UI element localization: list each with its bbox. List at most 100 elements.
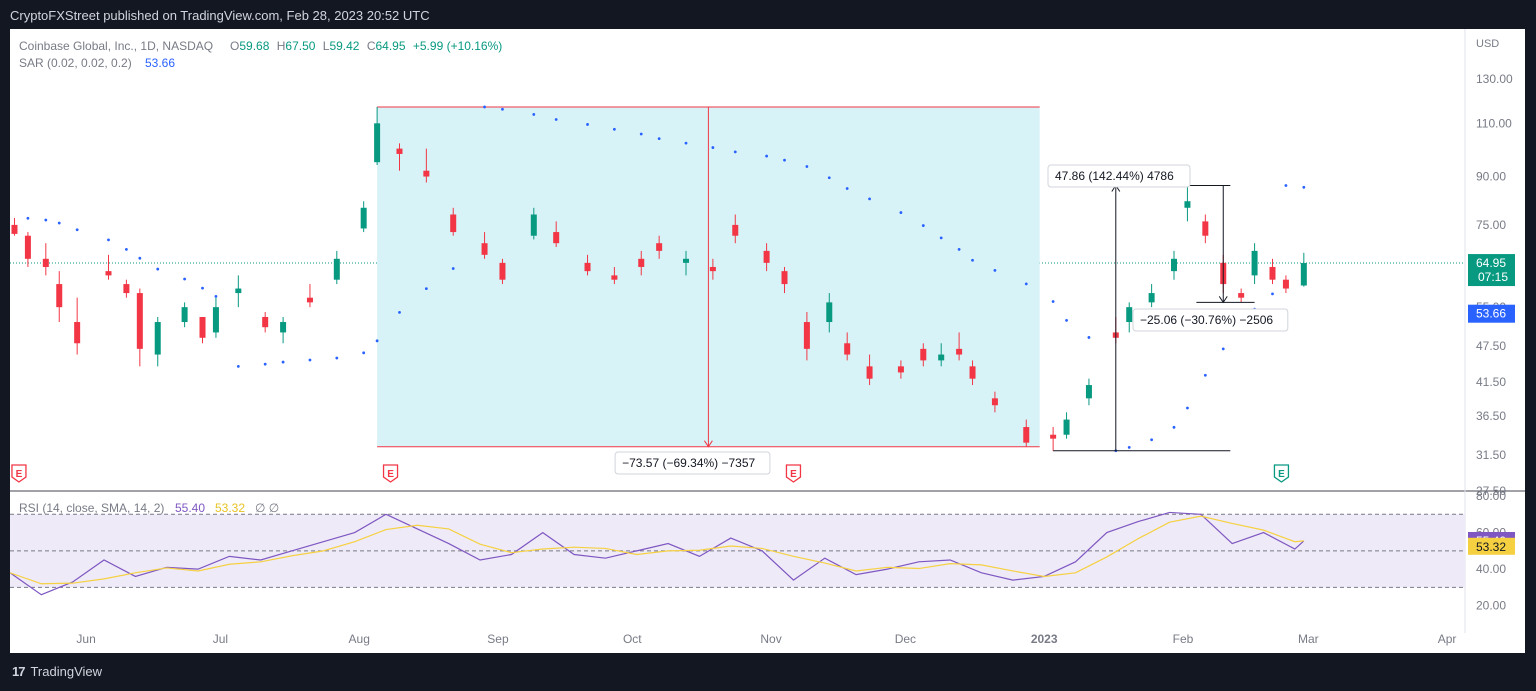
- currency-label: USD: [1476, 38, 1499, 50]
- earnings-marker-icon: [1273, 464, 1290, 483]
- sar-dot: [1186, 406, 1189, 410]
- candle-body: [450, 214, 457, 233]
- price-tick-label: 110.00: [1476, 116, 1512, 130]
- rsi-tick-label: 40.00: [1476, 562, 1506, 576]
- sar-dot: [1203, 373, 1207, 377]
- price-tick-label: 36.50: [1476, 409, 1506, 423]
- price-tick-label: 27.50: [1476, 484, 1506, 498]
- last-price-value: 64.95: [1476, 256, 1506, 270]
- candle-body: [969, 366, 976, 379]
- candle-body: [553, 232, 560, 244]
- legend-c-label: C: [367, 39, 376, 53]
- time-tick-label: Nov: [760, 632, 781, 646]
- candle-body: [844, 343, 851, 355]
- sar-dot: [451, 267, 455, 270]
- candle-body: [74, 322, 81, 344]
- annotation-layer: −73.57 (−69.34%) −7357 47.86 (142.44%) 47…: [11, 164, 1290, 483]
- candle-body: [1148, 293, 1155, 303]
- sar-dot: [483, 105, 486, 109]
- earnings-marker-icon: [785, 464, 802, 483]
- sar-price-tag: [1468, 304, 1515, 323]
- sar-dot: [783, 158, 786, 162]
- range-down-label-bg: [1132, 308, 1289, 332]
- candle-body: [991, 398, 998, 406]
- sar-dot: [424, 287, 428, 291]
- candle-body: [306, 297, 313, 303]
- candle-body: [1300, 263, 1307, 286]
- sar-dot: [501, 107, 504, 111]
- sar-dot: [281, 360, 285, 364]
- time-tick-label: Feb: [1173, 632, 1194, 646]
- candle-body: [781, 271, 788, 285]
- range-big-label: −73.57 (−69.34%) −7357: [622, 456, 755, 470]
- price-tick-label: 47.50: [1476, 339, 1506, 353]
- candle-body: [42, 258, 49, 267]
- time-tick-label: Jul: [213, 632, 228, 646]
- sar-dot: [532, 113, 536, 116]
- candles-layer: [11, 106, 1307, 451]
- sar-dot: [684, 141, 688, 145]
- candle-body: [638, 258, 645, 267]
- legend-o-label: O: [230, 39, 239, 53]
- sar-dot: [1127, 445, 1131, 449]
- candle-body: [1171, 258, 1177, 272]
- sar-dot: [308, 358, 312, 362]
- sar-dot: [1150, 438, 1154, 442]
- sar-dot: [657, 137, 661, 141]
- legend-h-label: H: [277, 39, 286, 53]
- time-tick-label: Dec: [895, 632, 916, 646]
- countdown-value: 07:15: [1478, 270, 1508, 284]
- candle-body: [866, 366, 873, 379]
- candle-body: [499, 262, 506, 280]
- time-tick-label: Apr: [1438, 632, 1457, 646]
- candle-body: [56, 284, 63, 308]
- legend-sar-value: 53.66: [145, 56, 175, 70]
- sar-dot: [957, 247, 961, 251]
- candle-body: [333, 258, 340, 280]
- sar-dot: [26, 216, 30, 220]
- candle-body: [1023, 427, 1030, 443]
- sar-dot: [868, 197, 871, 201]
- legend-sar-label: SAR (0.02, 0.02, 0.2): [19, 56, 132, 70]
- candle-body: [360, 207, 367, 229]
- sar-dot: [75, 228, 79, 232]
- sar-dot: [733, 150, 737, 154]
- candle-body: [732, 224, 739, 236]
- sar-dot: [993, 268, 997, 272]
- chart-area[interactable]: −73.57 (−69.34%) −7357 47.86 (142.44%) 47…: [9, 29, 1525, 653]
- candle-body: [1184, 201, 1191, 208]
- sar-dot: [138, 256, 142, 260]
- candle-body: [1126, 307, 1133, 323]
- legend-open: 59.68: [239, 39, 269, 53]
- candle-body: [105, 271, 112, 276]
- price-tick-label: 130.00: [1476, 72, 1513, 86]
- candle-body: [280, 322, 287, 333]
- candle-body: [1063, 419, 1070, 435]
- legend-symbol: Coinbase Global, Inc., 1D, NASDAQ: [19, 39, 213, 53]
- range-down-label: −25.06 (−30.76%) −2506: [1140, 313, 1273, 327]
- candle-body: [181, 307, 188, 323]
- price-chart-svg[interactable]: −73.57 (−69.34%) −7357 47.86 (142.44%) 47…: [9, 29, 1525, 653]
- sar-dot: [1221, 347, 1225, 351]
- time-tick-label: Jun: [76, 632, 95, 646]
- sar-dot: [125, 247, 128, 251]
- candle-body: [920, 348, 927, 361]
- sar-dot: [263, 362, 267, 366]
- sar-dot: [398, 310, 401, 314]
- legend-rsi-sma-value: 53.32: [215, 501, 245, 515]
- sar-dot: [1024, 282, 1028, 286]
- sar-dot: [971, 258, 974, 262]
- candle-body: [212, 307, 219, 333]
- rsi-tick-label: 80.00: [1476, 489, 1506, 503]
- sar-dot: [612, 127, 616, 131]
- tradingview-footer[interactable]: 17 TradingView: [12, 664, 102, 679]
- sar-dot: [921, 224, 925, 227]
- time-tick-label: Mar: [1298, 632, 1319, 646]
- candle-body: [530, 214, 537, 236]
- price-tick-label: 75.00: [1476, 218, 1506, 232]
- candle-body: [683, 258, 690, 263]
- candle-body: [423, 170, 430, 177]
- time-tick-label: Aug: [349, 632, 370, 646]
- candle-body: [1202, 221, 1209, 236]
- sar-dot: [1087, 336, 1091, 339]
